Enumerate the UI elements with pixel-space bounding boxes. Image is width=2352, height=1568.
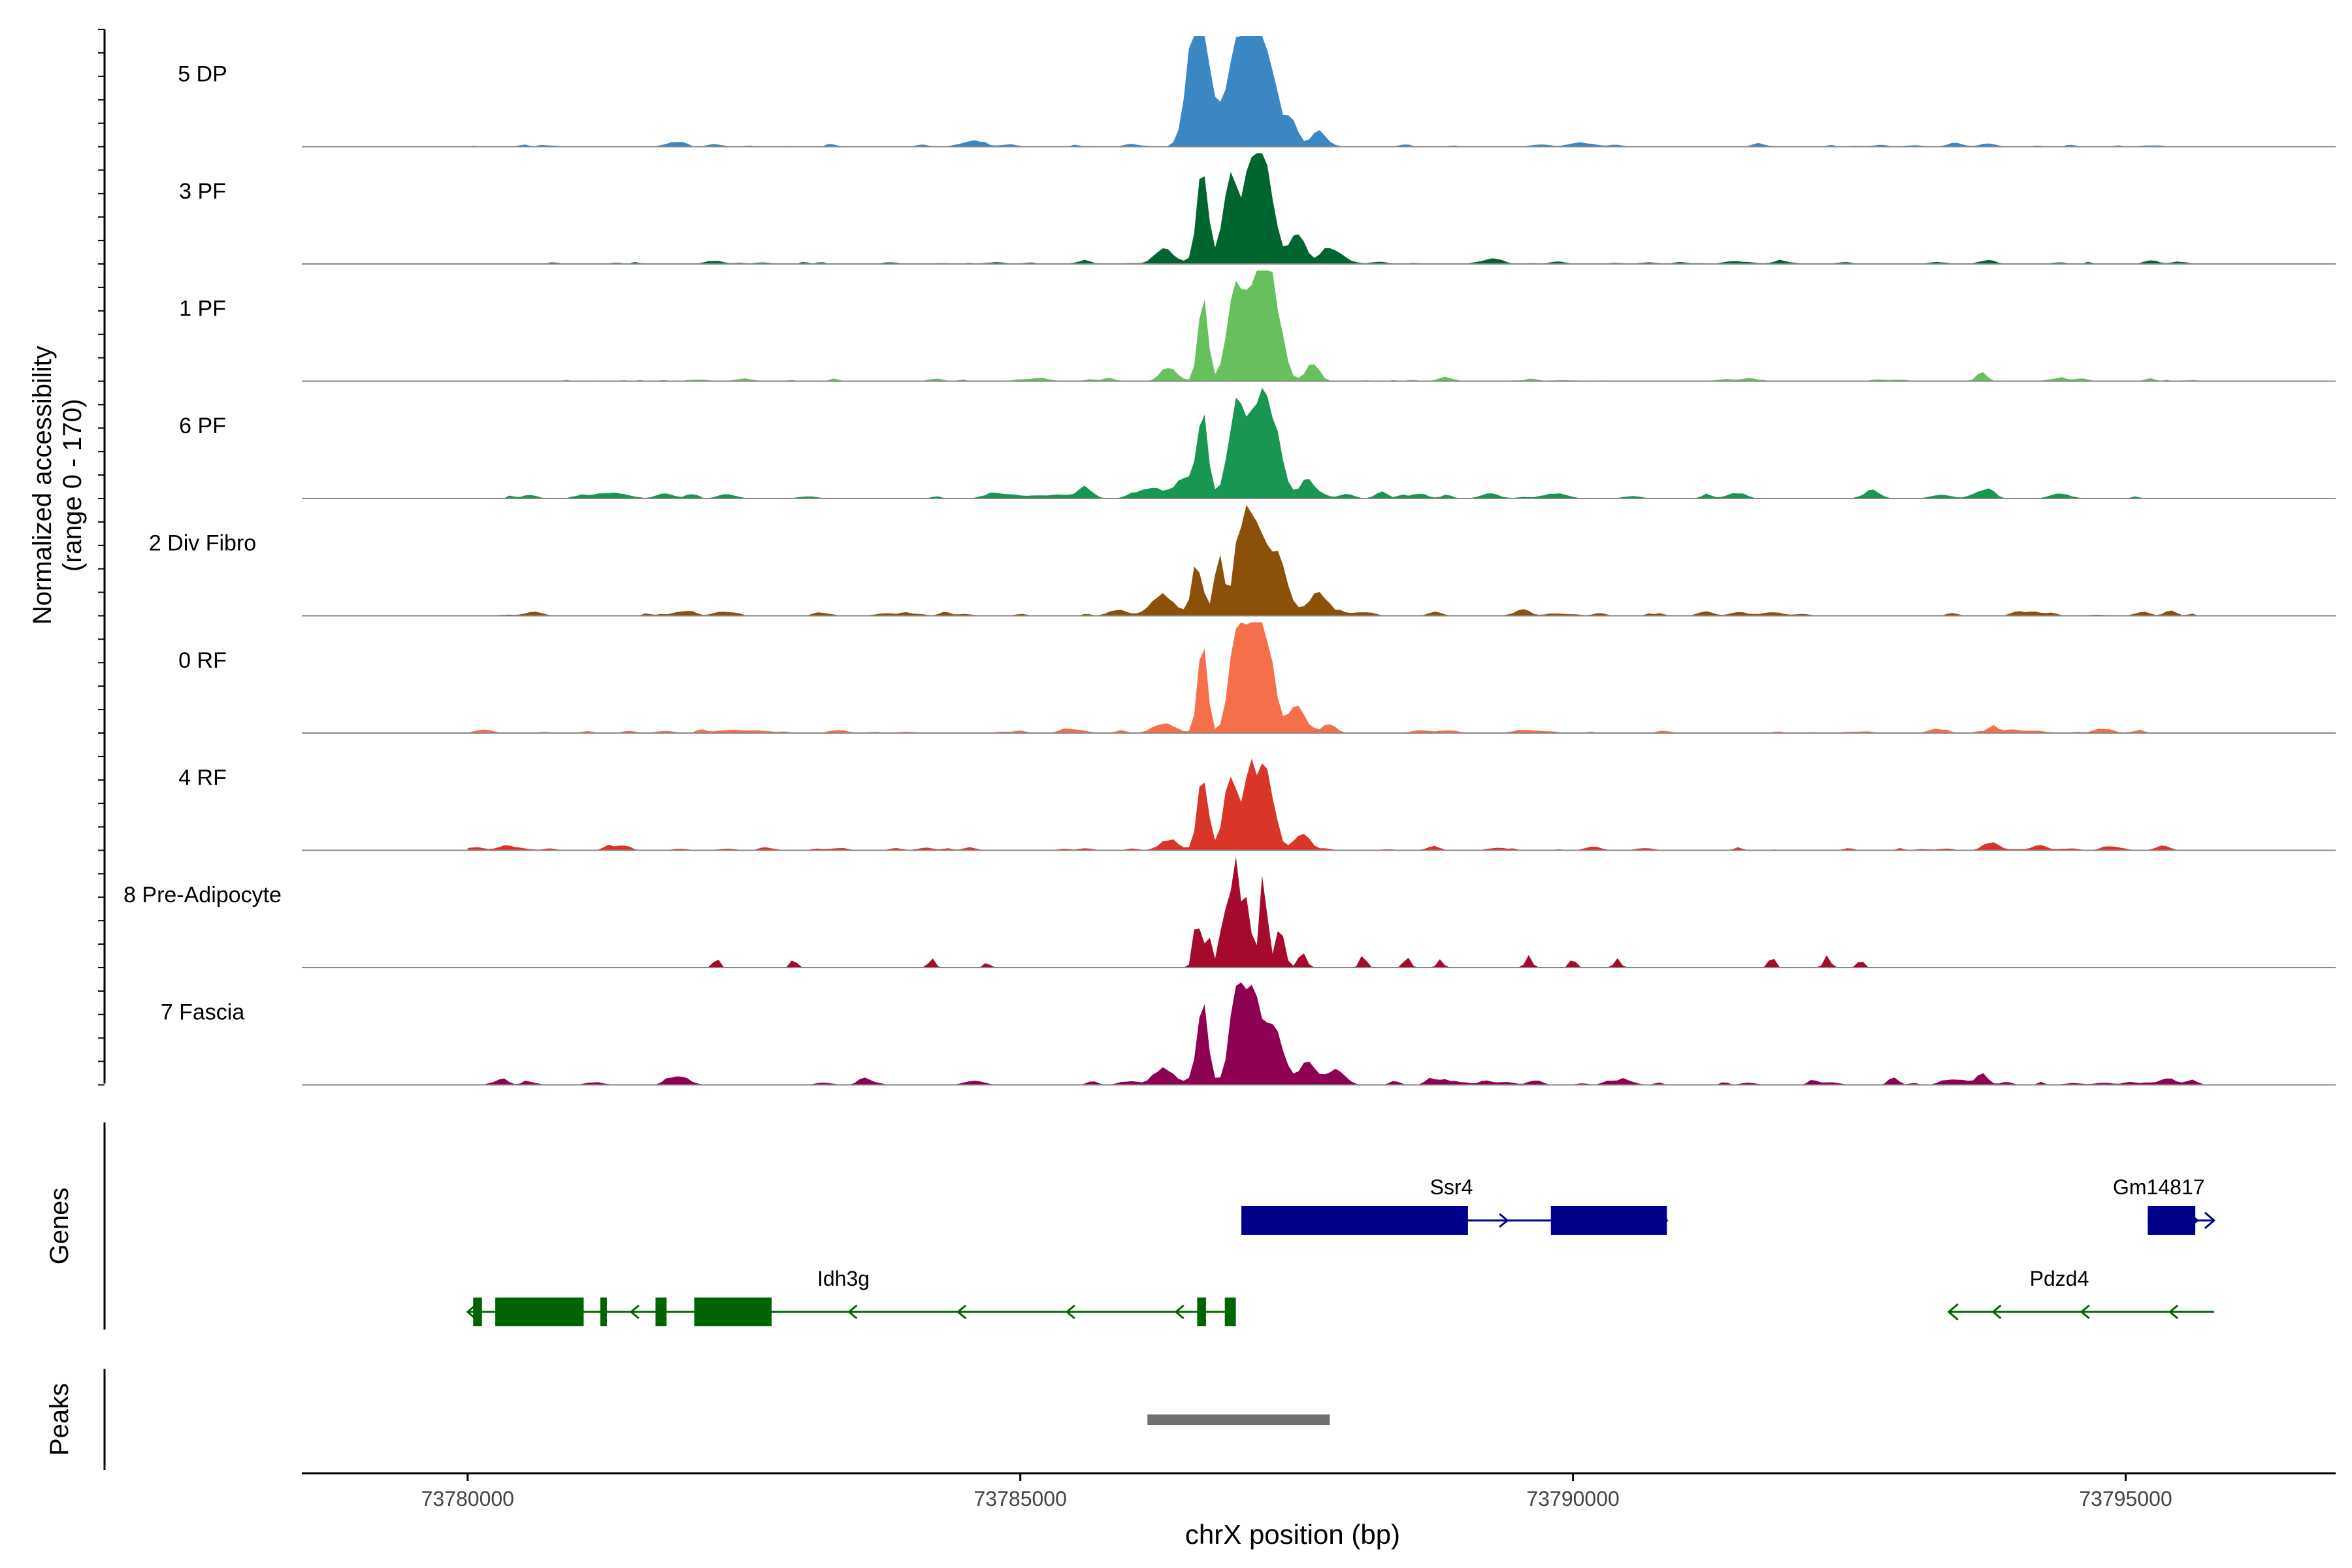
strand-arrow	[1991, 1304, 2002, 1320]
exon-ssr4	[1241, 1206, 1468, 1235]
exon-idh3g	[694, 1298, 772, 1326]
x-axis-label: chrX position (bp)	[1185, 1519, 1400, 1550]
strand-arrow	[847, 1304, 858, 1320]
coverage-area-0-rf	[467, 622, 2224, 733]
coverage-area-3-pf	[467, 153, 2224, 264]
coverage-area-7-fascia	[467, 982, 2224, 1085]
track-label: 1 PF	[179, 297, 226, 321]
strand-end-arrow	[2204, 1211, 2216, 1230]
track-label: 0 RF	[178, 648, 227, 673]
track-label: 6 PF	[179, 414, 226, 438]
y-axis-label: Normalized accessibility	[28, 346, 57, 625]
strand-end-arrow	[1947, 1303, 1959, 1321]
track-label: 7 Fascia	[161, 1000, 245, 1025]
track-label: 5 DP	[178, 62, 227, 87]
gene-label-gm14817: Gm14817	[2113, 1175, 2205, 1199]
y-axis-range-label: (range 0 - 170)	[58, 399, 87, 572]
x-tick-label: 73785000	[974, 1487, 1067, 1511]
exon-idh3g	[655, 1298, 667, 1326]
gene-label-pdzd4: Pdzd4	[2030, 1267, 2089, 1290]
track-label: 4 RF	[178, 766, 227, 791]
coverage-area-4-rf	[467, 759, 2224, 851]
x-tick-label: 73795000	[2079, 1487, 2172, 1511]
coverage-area-1-pf	[467, 270, 2224, 382]
coverage-area-5-dp	[467, 36, 2224, 147]
exon-gm14817	[2148, 1206, 2196, 1235]
track-label: 3 PF	[179, 179, 226, 204]
peaks-panel-label: Peaks	[45, 1383, 74, 1456]
strand-arrow	[1174, 1304, 1184, 1320]
strand-arrow	[1499, 1213, 1509, 1228]
track-label: 8 Pre-Adipocyte	[123, 883, 282, 907]
exon-idh3g	[600, 1298, 607, 1326]
track-label: 2 Div Fibro	[149, 531, 256, 556]
x-tick-label: 73790000	[1526, 1487, 1619, 1511]
exon-idh3g	[473, 1298, 482, 1326]
strand-arrow	[1065, 1304, 1075, 1320]
strand-arrow	[629, 1304, 640, 1320]
coverage-area-2-div-fibro	[467, 505, 2224, 616]
peak-region	[1147, 1414, 1330, 1425]
strand-arrow	[956, 1304, 967, 1320]
coverage-area-8-pre-adipocyte	[467, 857, 2224, 968]
gene-label-ssr4: Ssr4	[1430, 1175, 1473, 1199]
strand-arrow	[2168, 1304, 2179, 1320]
exon-ssr4	[1550, 1206, 1667, 1235]
exon-idh3g	[495, 1298, 584, 1326]
coverage-area-6-pf	[467, 387, 2224, 498]
x-tick-label: 73780000	[421, 1487, 514, 1511]
genes-panel-label: Genes	[45, 1188, 74, 1265]
strand-arrow	[2080, 1304, 2090, 1320]
exon-idh3g	[1224, 1298, 1236, 1326]
gene-label-idh3g: Idh3g	[817, 1267, 870, 1290]
exon-idh3g	[1197, 1298, 1206, 1326]
